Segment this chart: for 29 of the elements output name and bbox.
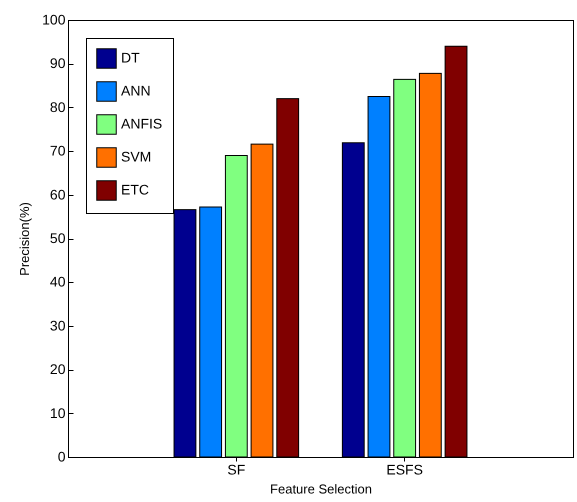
x-axis-title: Feature Selection: [270, 482, 372, 496]
bar: [224, 154, 248, 458]
legend-label: DT: [121, 50, 140, 66]
bar: [368, 96, 390, 458]
x-tick-label: SF: [227, 462, 246, 478]
legend-label: ANN: [121, 82, 151, 98]
y-tick-label: 70: [50, 142, 66, 159]
bar: [444, 46, 468, 458]
y-tick-label: 20: [50, 361, 66, 378]
legend-label: ETC: [121, 182, 149, 198]
y-axis-title: Precision(%): [17, 202, 32, 276]
y-tick-label: 60: [50, 186, 66, 202]
bar: [250, 144, 274, 458]
bar: [199, 206, 222, 458]
y-tick-label: 10: [50, 404, 66, 421]
legend-label: ANFIS: [121, 116, 162, 132]
y-tick-label: 40: [50, 274, 66, 290]
y-tick-label: 0: [58, 448, 66, 464]
legend-label: SVM: [121, 148, 152, 164]
x-tick-label: ESFS: [386, 462, 423, 478]
bar: [418, 72, 442, 458]
y-tick-label: 80: [50, 98, 66, 115]
y-tick-label: 50: [50, 230, 66, 246]
bar: [276, 98, 300, 458]
bar: [342, 142, 365, 458]
y-tick-label: 100: [42, 12, 66, 28]
y-tick-label: 30: [50, 317, 66, 334]
bar: [393, 78, 416, 458]
y-tick-label: 90: [50, 55, 66, 72]
